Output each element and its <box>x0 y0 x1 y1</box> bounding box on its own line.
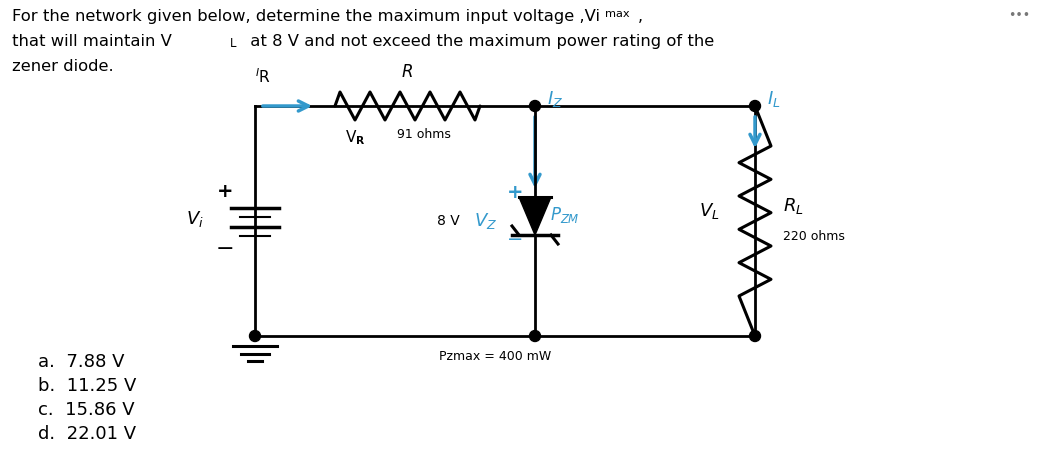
Text: that will maintain V: that will maintain V <box>12 34 172 49</box>
Text: $P_{ZM}$: $P_{ZM}$ <box>550 205 580 225</box>
Text: d.  22.01 V: d. 22.01 V <box>38 425 136 443</box>
Text: b.  11.25 V: b. 11.25 V <box>38 377 136 395</box>
Circle shape <box>749 100 761 112</box>
Text: 8 V: 8 V <box>437 214 460 228</box>
Text: c.  15.86 V: c. 15.86 V <box>38 401 134 419</box>
Text: +: + <box>217 182 234 201</box>
Text: •••: ••• <box>1008 9 1030 22</box>
Text: R: R <box>401 63 413 81</box>
Text: $V_Z$: $V_Z$ <box>474 211 497 231</box>
Text: $I_L$: $I_L$ <box>767 89 781 109</box>
Text: zener diode.: zener diode. <box>12 59 113 74</box>
Text: −: − <box>216 239 235 259</box>
Text: 91 ohms: 91 ohms <box>397 128 451 141</box>
Text: −: − <box>507 230 523 249</box>
Circle shape <box>249 331 261 342</box>
Text: V$_\mathbf{R}$: V$_\mathbf{R}$ <box>345 128 366 147</box>
Text: max: max <box>605 9 630 19</box>
Text: a.  7.88 V: a. 7.88 V <box>38 353 125 371</box>
Polygon shape <box>519 197 551 235</box>
Text: ,: , <box>638 9 643 24</box>
Circle shape <box>749 331 761 342</box>
Text: $I_Z$: $I_Z$ <box>547 89 563 109</box>
Text: at 8 V and not exceed the maximum power rating of the: at 8 V and not exceed the maximum power … <box>245 34 715 49</box>
Text: +: + <box>507 183 523 202</box>
Text: Pzmax = 400 mW: Pzmax = 400 mW <box>439 350 551 363</box>
Text: $R_L$: $R_L$ <box>783 196 804 216</box>
Text: $V_L$: $V_L$ <box>699 201 720 221</box>
Text: For the network given below, determine the maximum input voltage ,Vi: For the network given below, determine t… <box>12 9 601 24</box>
Text: L: L <box>230 37 237 50</box>
Circle shape <box>529 100 541 112</box>
Text: $^{I}$R: $^{I}$R <box>255 67 271 86</box>
Circle shape <box>529 331 541 342</box>
Text: $V_i$: $V_i$ <box>187 209 204 229</box>
Text: 220 ohms: 220 ohms <box>783 230 845 242</box>
